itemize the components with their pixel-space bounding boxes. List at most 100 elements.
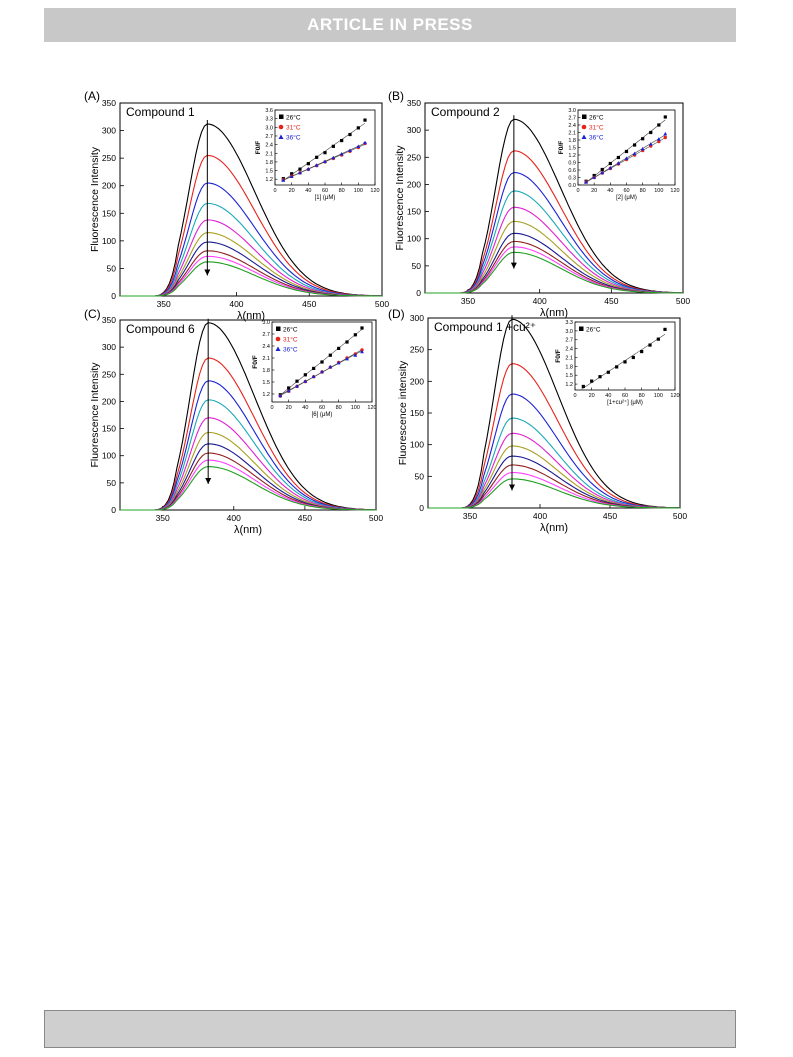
- inset-y-tick-label: 1.2: [565, 382, 573, 388]
- inset-point: [363, 118, 367, 122]
- legend-marker: [276, 326, 281, 331]
- legend-marker: [581, 134, 587, 139]
- inset-y-tick-label: 2.7: [265, 134, 273, 140]
- inset-x-tick-label: 80: [639, 393, 645, 399]
- y-tick-label: 100: [410, 440, 424, 450]
- y-tick-label: 150: [102, 208, 116, 218]
- inset-x-tick-label: 20: [589, 393, 595, 399]
- chart-title: Compound 1 +cu²⁺: [434, 320, 536, 334]
- legend-marker: [275, 336, 281, 342]
- y-tick-label: 250: [407, 152, 421, 162]
- spectrum-curve: [120, 255, 383, 297]
- inset-y-label: F0/F: [252, 355, 259, 368]
- inset-point: [289, 174, 294, 178]
- plot-frame: [119, 319, 377, 511]
- spectrum-curve: [428, 318, 681, 509]
- inset-point: [648, 343, 652, 347]
- inset-point: [337, 346, 341, 350]
- y-tick-label: 50: [412, 261, 422, 271]
- inset-point: [328, 364, 333, 369]
- x-tick-label: 500: [673, 511, 687, 521]
- inset-point: [323, 159, 327, 163]
- inset-point: [592, 175, 597, 179]
- inset-y-tick-label: 0.0: [568, 183, 576, 189]
- inset-point: [323, 151, 327, 155]
- y-tick-label: 150: [407, 207, 421, 217]
- inset-x-tick-label: 120: [370, 188, 379, 194]
- y-axis-label: Fluorescence Intensity: [89, 362, 101, 468]
- inset-x-tick-label: 60: [319, 405, 325, 411]
- y-tick-label: 50: [107, 263, 117, 273]
- spectrum-curve: [120, 182, 383, 297]
- legend-label: 26°C: [283, 326, 298, 334]
- y-tick-label: 350: [102, 98, 116, 108]
- legend-label: 36°C: [589, 134, 604, 142]
- inset-x-tick-label: 100: [351, 405, 360, 411]
- inset-point: [663, 327, 667, 331]
- inset-x-tick-label: 100: [654, 393, 663, 399]
- inset-point: [360, 349, 364, 354]
- inset-y-tick-label: 2.1: [262, 356, 270, 362]
- inset-y-tick-label: 0.6: [568, 168, 576, 174]
- inset-point: [663, 115, 667, 119]
- spectrum-curve: [120, 443, 376, 511]
- inset-plot: 1.2 1.5 1.8 2.1 2.4 2.7 3.0 3.3 3.6 0 20 40 60 80 100 1…: [255, 108, 380, 201]
- legend-marker: [278, 124, 284, 130]
- inset-point: [281, 178, 286, 182]
- spectrum-curve: [425, 251, 683, 294]
- inset-y-tick-label: 2.1: [568, 131, 576, 137]
- inset-point: [616, 161, 621, 165]
- inset-fit-line: [584, 134, 666, 184]
- inset-point: [657, 139, 661, 144]
- spectrum-curve: [120, 232, 382, 297]
- inset-point: [608, 161, 612, 166]
- inset-point: [303, 379, 308, 383]
- spectrum-curve: [428, 464, 681, 509]
- inset-point: [600, 170, 605, 175]
- y-tick-label: 250: [102, 153, 116, 163]
- arrow-head: [205, 477, 212, 484]
- spectrum-curve: [425, 246, 683, 294]
- inset-y-tick-label: 3.0: [565, 329, 573, 335]
- inset-point: [616, 155, 621, 160]
- inset-y-tick-label: 3.0: [262, 320, 270, 326]
- inset-y-tick-label: 2.7: [262, 332, 270, 338]
- inset-point: [657, 123, 661, 127]
- inset-point: [360, 326, 364, 330]
- inset-y-tick-label: 1.5: [565, 373, 573, 379]
- y-tick-label: 200: [102, 396, 116, 406]
- spectrum-curve: [120, 202, 382, 297]
- spectrum-curve: [120, 452, 376, 511]
- inset-y-tick-label: 1.2: [262, 392, 270, 398]
- x-tick-label: 450: [604, 296, 618, 306]
- inset-point: [312, 366, 316, 370]
- x-tick-label: 450: [302, 299, 316, 309]
- spectrum-curve: [428, 432, 680, 509]
- y-axis-label: Fluorescence intensity: [397, 360, 409, 465]
- inset-y-tick-label: 1.8: [262, 368, 270, 374]
- inset-y-tick-label: 0.3: [568, 176, 576, 182]
- inset-x-label: [1] (μM): [315, 195, 336, 201]
- spectrum-curve: [425, 190, 684, 294]
- inset-x-tick-label: 80: [339, 188, 345, 194]
- inset-point: [608, 165, 613, 170]
- inset-x-tick-label: 80: [640, 188, 646, 194]
- inset-point: [648, 142, 653, 146]
- inset-x-tick-label: 0: [573, 393, 576, 399]
- inset-x-label: [1+cu²⁺] (μM): [607, 399, 643, 406]
- spectrum-curve: [428, 393, 681, 509]
- inset-point: [290, 172, 294, 176]
- legend-label: 36°C: [286, 134, 301, 142]
- inset-point: [298, 170, 302, 175]
- inset-y-tick-label: 1.8: [265, 160, 273, 166]
- inset-point: [320, 360, 324, 364]
- inset-point: [584, 180, 588, 184]
- inset-x-tick-label: 40: [302, 405, 308, 411]
- inset-x-tick-label: 120: [670, 393, 679, 399]
- inset-y-tick-label: 2.7: [568, 116, 576, 122]
- y-tick-label: 200: [102, 181, 116, 191]
- y-tick-label: 50: [107, 478, 117, 488]
